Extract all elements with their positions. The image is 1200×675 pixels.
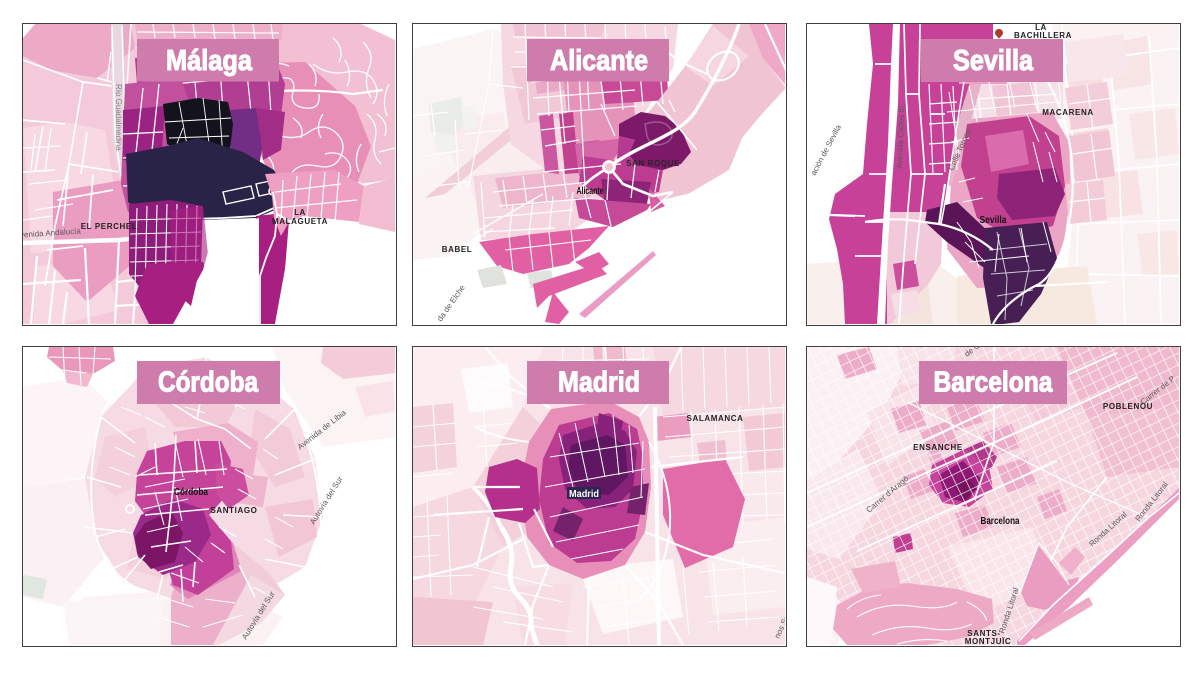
svg-text:BACHILLERA: BACHILLERA	[1014, 31, 1072, 40]
svg-text:SANTS-: SANTS-	[967, 629, 1000, 638]
svg-text:BABEL: BABEL	[442, 245, 473, 254]
svg-text:Alicante: Alicante	[550, 45, 648, 77]
svg-text:Córdoba: Córdoba	[158, 367, 259, 399]
svg-text:Barcelona: Barcelona	[934, 367, 1054, 399]
svg-text:Sevilla: Sevilla	[980, 215, 1007, 226]
svg-text:Río Guadalmedina: Río Guadalmedina	[114, 84, 123, 151]
svg-text:Alicante: Alicante	[577, 186, 604, 197]
svg-text:LA: LA	[1035, 24, 1047, 32]
svg-text:EL PERCHEL: EL PERCHEL	[81, 222, 138, 231]
svg-text:SAN ROQUE: SAN ROQUE	[626, 159, 680, 168]
svg-text:MACARENA: MACARENA	[1042, 108, 1093, 117]
svg-text:Madrid: Madrid	[558, 367, 640, 399]
svg-text:LA: LA	[294, 208, 306, 217]
svg-text:Málaga: Málaga	[166, 45, 253, 77]
svg-text:SANTIAGO: SANTIAGO	[210, 506, 257, 515]
svg-text:Sevilla: Sevilla	[953, 45, 1034, 77]
svg-text:de Gr: de Gr	[963, 347, 985, 359]
svg-text:Barcelona: Barcelona	[981, 516, 1020, 527]
svg-text:Madrid: Madrid	[569, 489, 599, 500]
svg-text:Córdoba: Córdoba	[174, 487, 208, 498]
svg-text:Avenida Carlos III: Avenida Carlos III	[895, 106, 906, 169]
svg-text:MALAGUETA: MALAGUETA	[272, 217, 328, 226]
svg-text:ENSANCHE: ENSANCHE	[913, 443, 963, 452]
svg-text:SALAMANCA: SALAMANCA	[687, 414, 744, 423]
svg-text:MONTJUÏC: MONTJUÏC	[965, 637, 1012, 645]
svg-text:POBLENOU: POBLENOU	[1103, 402, 1153, 411]
